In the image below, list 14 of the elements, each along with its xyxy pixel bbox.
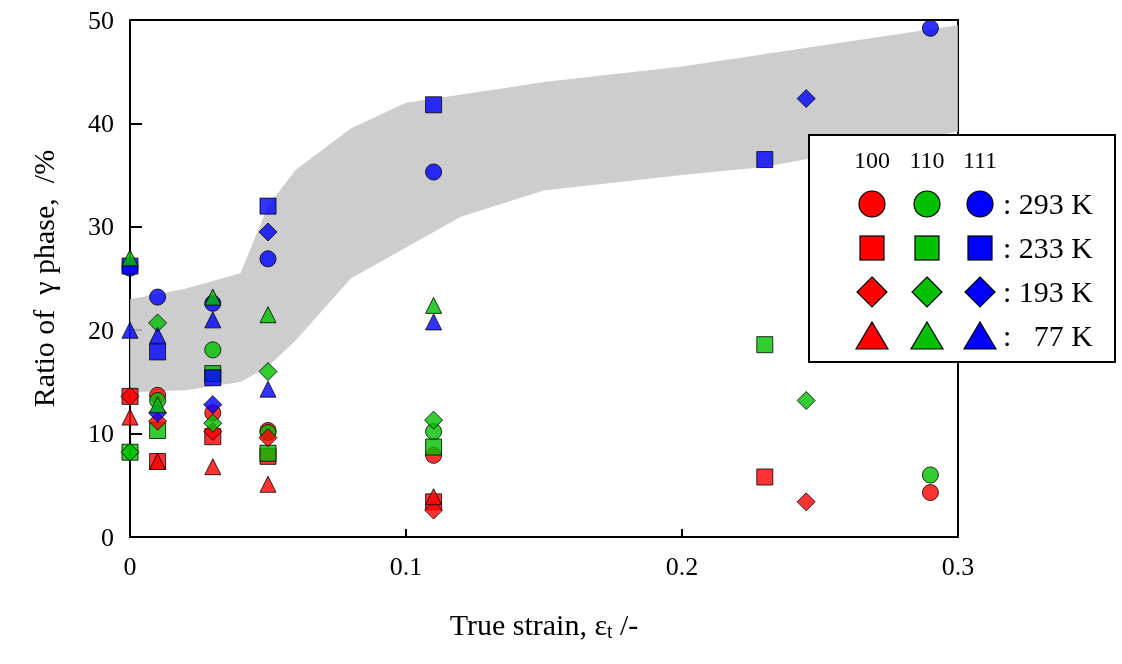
y-axis-title: Ratio of γ phase, /% <box>26 149 60 408</box>
y-tick-label: 10 <box>88 419 114 449</box>
y-tick-label: 30 <box>88 212 114 242</box>
annotation: 100 <box>853 146 891 174</box>
x-tick-label: 0.2 <box>665 551 699 581</box>
annotation: 110 <box>908 146 946 174</box>
x-tick-label: 0.3 <box>941 551 975 581</box>
y-tick-label: 0 <box>101 522 114 552</box>
symbol-key: 100 110 111 : 293 K : 233 K : 193 K : 77 K <box>808 134 1116 363</box>
y-tick-label: 40 <box>88 108 114 138</box>
x-tick-label: 0 <box>123 551 137 581</box>
y-tick-label: 50 <box>88 5 114 35</box>
x-tick-label: 0.1 <box>389 551 423 581</box>
y-tick-label: 20 <box>88 315 114 345</box>
